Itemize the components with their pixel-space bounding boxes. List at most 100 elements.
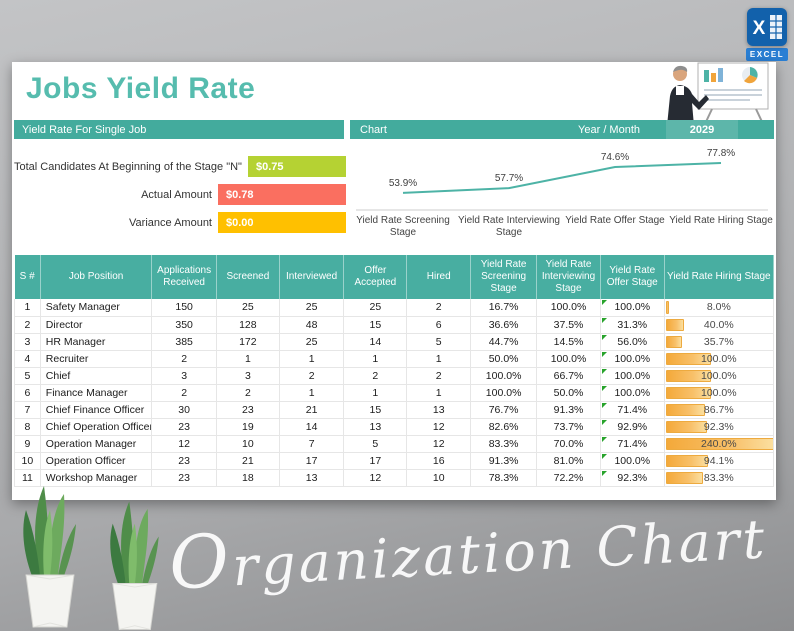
cell-offer_rate[interactable]: 100.0% (599, 367, 665, 385)
column-header[interactable]: Screened (216, 255, 280, 299)
cell-hired[interactable]: 6 (406, 316, 472, 334)
column-header[interactable]: Hired (406, 255, 472, 299)
cell-interviewing_rate[interactable]: 100.0% (536, 299, 601, 317)
cell-offer[interactable]: 25 (343, 299, 408, 317)
cell-hiring-rate[interactable]: 40.0% (663, 316, 775, 334)
cell-hired[interactable]: 13 (406, 401, 472, 419)
cell-offer_rate[interactable]: 71.4% (599, 435, 665, 453)
cell-offer_rate[interactable]: 92.9% (599, 418, 665, 436)
cell-sn[interactable]: 3 (14, 333, 41, 351)
summary-value-box[interactable]: $0.00 (218, 212, 346, 233)
cell-interviewing_rate[interactable]: 73.7% (536, 418, 601, 436)
cell-sn[interactable]: 10 (14, 452, 41, 470)
cell-screened[interactable]: 19 (215, 418, 280, 436)
cell-hired[interactable]: 12 (406, 418, 472, 436)
cell-applications[interactable]: 12 (151, 435, 217, 453)
cell-applications[interactable]: 30 (151, 401, 217, 419)
cell-interviewing_rate[interactable]: 91.3% (536, 401, 601, 419)
column-header[interactable]: S # (14, 255, 41, 299)
summary-value-box[interactable]: $0.75 (247, 156, 346, 177)
cell-offer[interactable]: 1 (343, 384, 408, 402)
cell-position[interactable]: Finance Manager (39, 384, 153, 402)
cell-offer[interactable]: 15 (343, 316, 408, 334)
cell-screening_rate[interactable]: 100.0% (470, 367, 538, 385)
cell-interviewed[interactable]: 13 (278, 469, 345, 487)
cell-offer_rate[interactable]: 100.0% (599, 384, 665, 402)
cell-hired[interactable]: 2 (406, 367, 472, 385)
cell-offer[interactable]: 17 (343, 452, 408, 470)
column-header[interactable]: Yield Rate Interviewing Stage (536, 255, 601, 299)
cell-screening_rate[interactable]: 76.7% (470, 401, 538, 419)
cell-screened[interactable]: 172 (215, 333, 280, 351)
cell-screened[interactable]: 18 (215, 469, 280, 487)
cell-interviewed[interactable]: 1 (278, 384, 345, 402)
cell-sn[interactable]: 2 (14, 316, 41, 334)
cell-hired[interactable]: 12 (406, 435, 472, 453)
cell-hiring-rate[interactable]: 100.0% (663, 367, 775, 385)
cell-offer[interactable]: 12 (343, 469, 408, 487)
cell-hiring-rate[interactable]: 83.3% (663, 469, 775, 487)
cell-hired[interactable]: 5 (406, 333, 472, 351)
cell-interviewed[interactable]: 7 (278, 435, 345, 453)
cell-offer_rate[interactable]: 100.0% (599, 299, 665, 317)
column-header[interactable]: Interviewed (279, 255, 345, 299)
cell-interviewing_rate[interactable]: 81.0% (536, 452, 601, 470)
cell-hiring-rate[interactable]: 100.0% (663, 384, 775, 402)
cell-interviewing_rate[interactable]: 50.0% (536, 384, 601, 402)
cell-screened[interactable]: 1 (215, 350, 280, 368)
cell-offer_rate[interactable]: 100.0% (599, 350, 665, 368)
cell-applications[interactable]: 23 (151, 418, 217, 436)
cell-interviewed[interactable]: 1 (278, 350, 345, 368)
cell-applications[interactable]: 3 (151, 367, 217, 385)
cell-interviewing_rate[interactable]: 72.2% (536, 469, 601, 487)
cell-interviewing_rate[interactable]: 37.5% (536, 316, 601, 334)
column-header[interactable]: Offer Accepted (343, 255, 408, 299)
cell-interviewed[interactable]: 48 (278, 316, 345, 334)
summary-value-box[interactable]: $0.78 (218, 184, 346, 205)
cell-offer[interactable]: 2 (343, 367, 408, 385)
cell-hiring-rate[interactable]: 35.7% (663, 333, 775, 351)
column-header[interactable]: Yield Rate Screening Stage (470, 255, 538, 299)
cell-interviewing_rate[interactable]: 14.5% (536, 333, 601, 351)
column-header[interactable]: Yield Rate Offer Stage (600, 255, 665, 299)
cell-screening_rate[interactable]: 83.3% (470, 435, 538, 453)
cell-offer_rate[interactable]: 31.3% (599, 316, 665, 334)
cell-interviewed[interactable]: 21 (278, 401, 345, 419)
cell-position[interactable]: Workshop Manager (39, 469, 153, 487)
cell-position[interactable]: Operation Manager (39, 435, 153, 453)
cell-applications[interactable]: 150 (151, 299, 217, 317)
cell-interviewing_rate[interactable]: 66.7% (536, 367, 601, 385)
cell-applications[interactable]: 385 (151, 333, 217, 351)
cell-interviewed[interactable]: 17 (278, 452, 345, 470)
cell-sn[interactable]: 5 (14, 367, 41, 385)
cell-hiring-rate[interactable]: 8.0% (663, 299, 775, 317)
cell-position[interactable]: HR Manager (39, 333, 153, 351)
cell-position[interactable]: Safety Manager (39, 299, 153, 317)
cell-interviewing_rate[interactable]: 70.0% (536, 435, 601, 453)
cell-sn[interactable]: 1 (14, 299, 41, 317)
cell-hiring-rate[interactable]: 240.0% (663, 435, 775, 453)
cell-offer[interactable]: 14 (343, 333, 408, 351)
cell-offer[interactable]: 15 (343, 401, 408, 419)
cell-position[interactable]: Chief Finance Officer (39, 401, 153, 419)
cell-hiring-rate[interactable]: 94.1% (663, 452, 775, 470)
cell-screened[interactable]: 10 (215, 435, 280, 453)
cell-position[interactable]: Chief (39, 367, 153, 385)
cell-position[interactable]: Director (39, 316, 153, 334)
cell-position[interactable]: Recruiter (39, 350, 153, 368)
cell-applications[interactable]: 2 (151, 384, 217, 402)
cell-screened[interactable]: 23 (215, 401, 280, 419)
column-header[interactable]: Yield Rate Hiring Stage (664, 255, 775, 299)
cell-interviewed[interactable]: 25 (278, 333, 345, 351)
cell-screening_rate[interactable]: 91.3% (470, 452, 538, 470)
cell-screening_rate[interactable]: 36.6% (470, 316, 538, 334)
year-value[interactable]: 2029 (666, 120, 738, 139)
cell-offer_rate[interactable]: 100.0% (599, 452, 665, 470)
cell-sn[interactable]: 6 (14, 384, 41, 402)
cell-hired[interactable]: 1 (406, 384, 472, 402)
cell-applications[interactable]: 23 (151, 452, 217, 470)
cell-hired[interactable]: 10 (406, 469, 472, 487)
cell-screened[interactable]: 21 (215, 452, 280, 470)
cell-hiring-rate[interactable]: 86.7% (663, 401, 775, 419)
cell-screening_rate[interactable]: 50.0% (470, 350, 538, 368)
